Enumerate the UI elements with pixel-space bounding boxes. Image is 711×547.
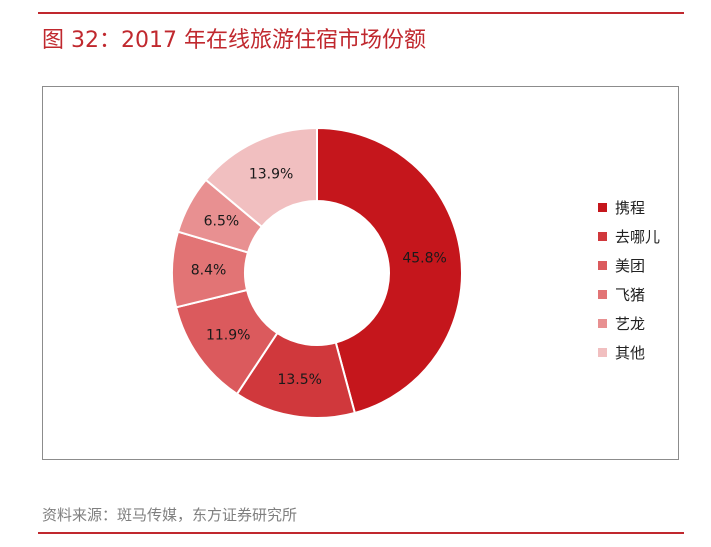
slice-label-5: 6.5% — [204, 214, 240, 230]
legend-swatch — [598, 290, 607, 299]
legend: 携程去哪儿美团飞猪艺龙其他 — [598, 193, 660, 367]
slice-6 — [204, 126, 318, 229]
legend-item: 其他 — [598, 338, 660, 367]
legend-label: 艺龙 — [615, 315, 646, 333]
slice-label-2: 13.5% — [277, 372, 321, 388]
slice-1 — [316, 126, 463, 415]
legend-item: 艺龙 — [598, 309, 660, 338]
legend-swatch — [598, 261, 607, 270]
bottom-rule — [38, 532, 684, 534]
chart-frame: 45.8% 13.5% 11.9% 8.4% 6.5% 13.9% 携程去哪儿美团飞猪艺龙… — [42, 86, 679, 460]
legend-label: 携程 — [615, 199, 646, 217]
slice-label-3: 11.9% — [206, 327, 250, 343]
chart-title: 图 32：2017 年在线旅游住宿市场份额 — [42, 28, 426, 53]
legend-label: 其他 — [615, 344, 646, 362]
donut-chart: 45.8% 13.5% 11.9% 8.4% 6.5% 13.9% — [171, 126, 463, 419]
legend-swatch — [598, 348, 607, 357]
slice-label-6: 13.9% — [249, 167, 293, 183]
legend-item: 美团 — [598, 251, 660, 280]
top-rule — [38, 12, 684, 14]
legend-item: 携程 — [598, 193, 660, 222]
legend-item: 飞猪 — [598, 280, 660, 309]
legend-label: 去哪儿 — [615, 228, 661, 246]
slice-label-1: 45.8% — [402, 251, 446, 267]
legend-label: 美团 — [615, 257, 646, 275]
legend-swatch — [598, 203, 607, 212]
slice-label-4: 8.4% — [191, 262, 227, 278]
legend-label: 飞猪 — [615, 286, 646, 304]
legend-swatch — [598, 319, 607, 328]
legend-item: 去哪儿 — [598, 222, 660, 251]
legend-swatch — [598, 232, 607, 241]
source-note: 资料来源：斑马传媒，东方证券研究所 — [42, 506, 298, 524]
